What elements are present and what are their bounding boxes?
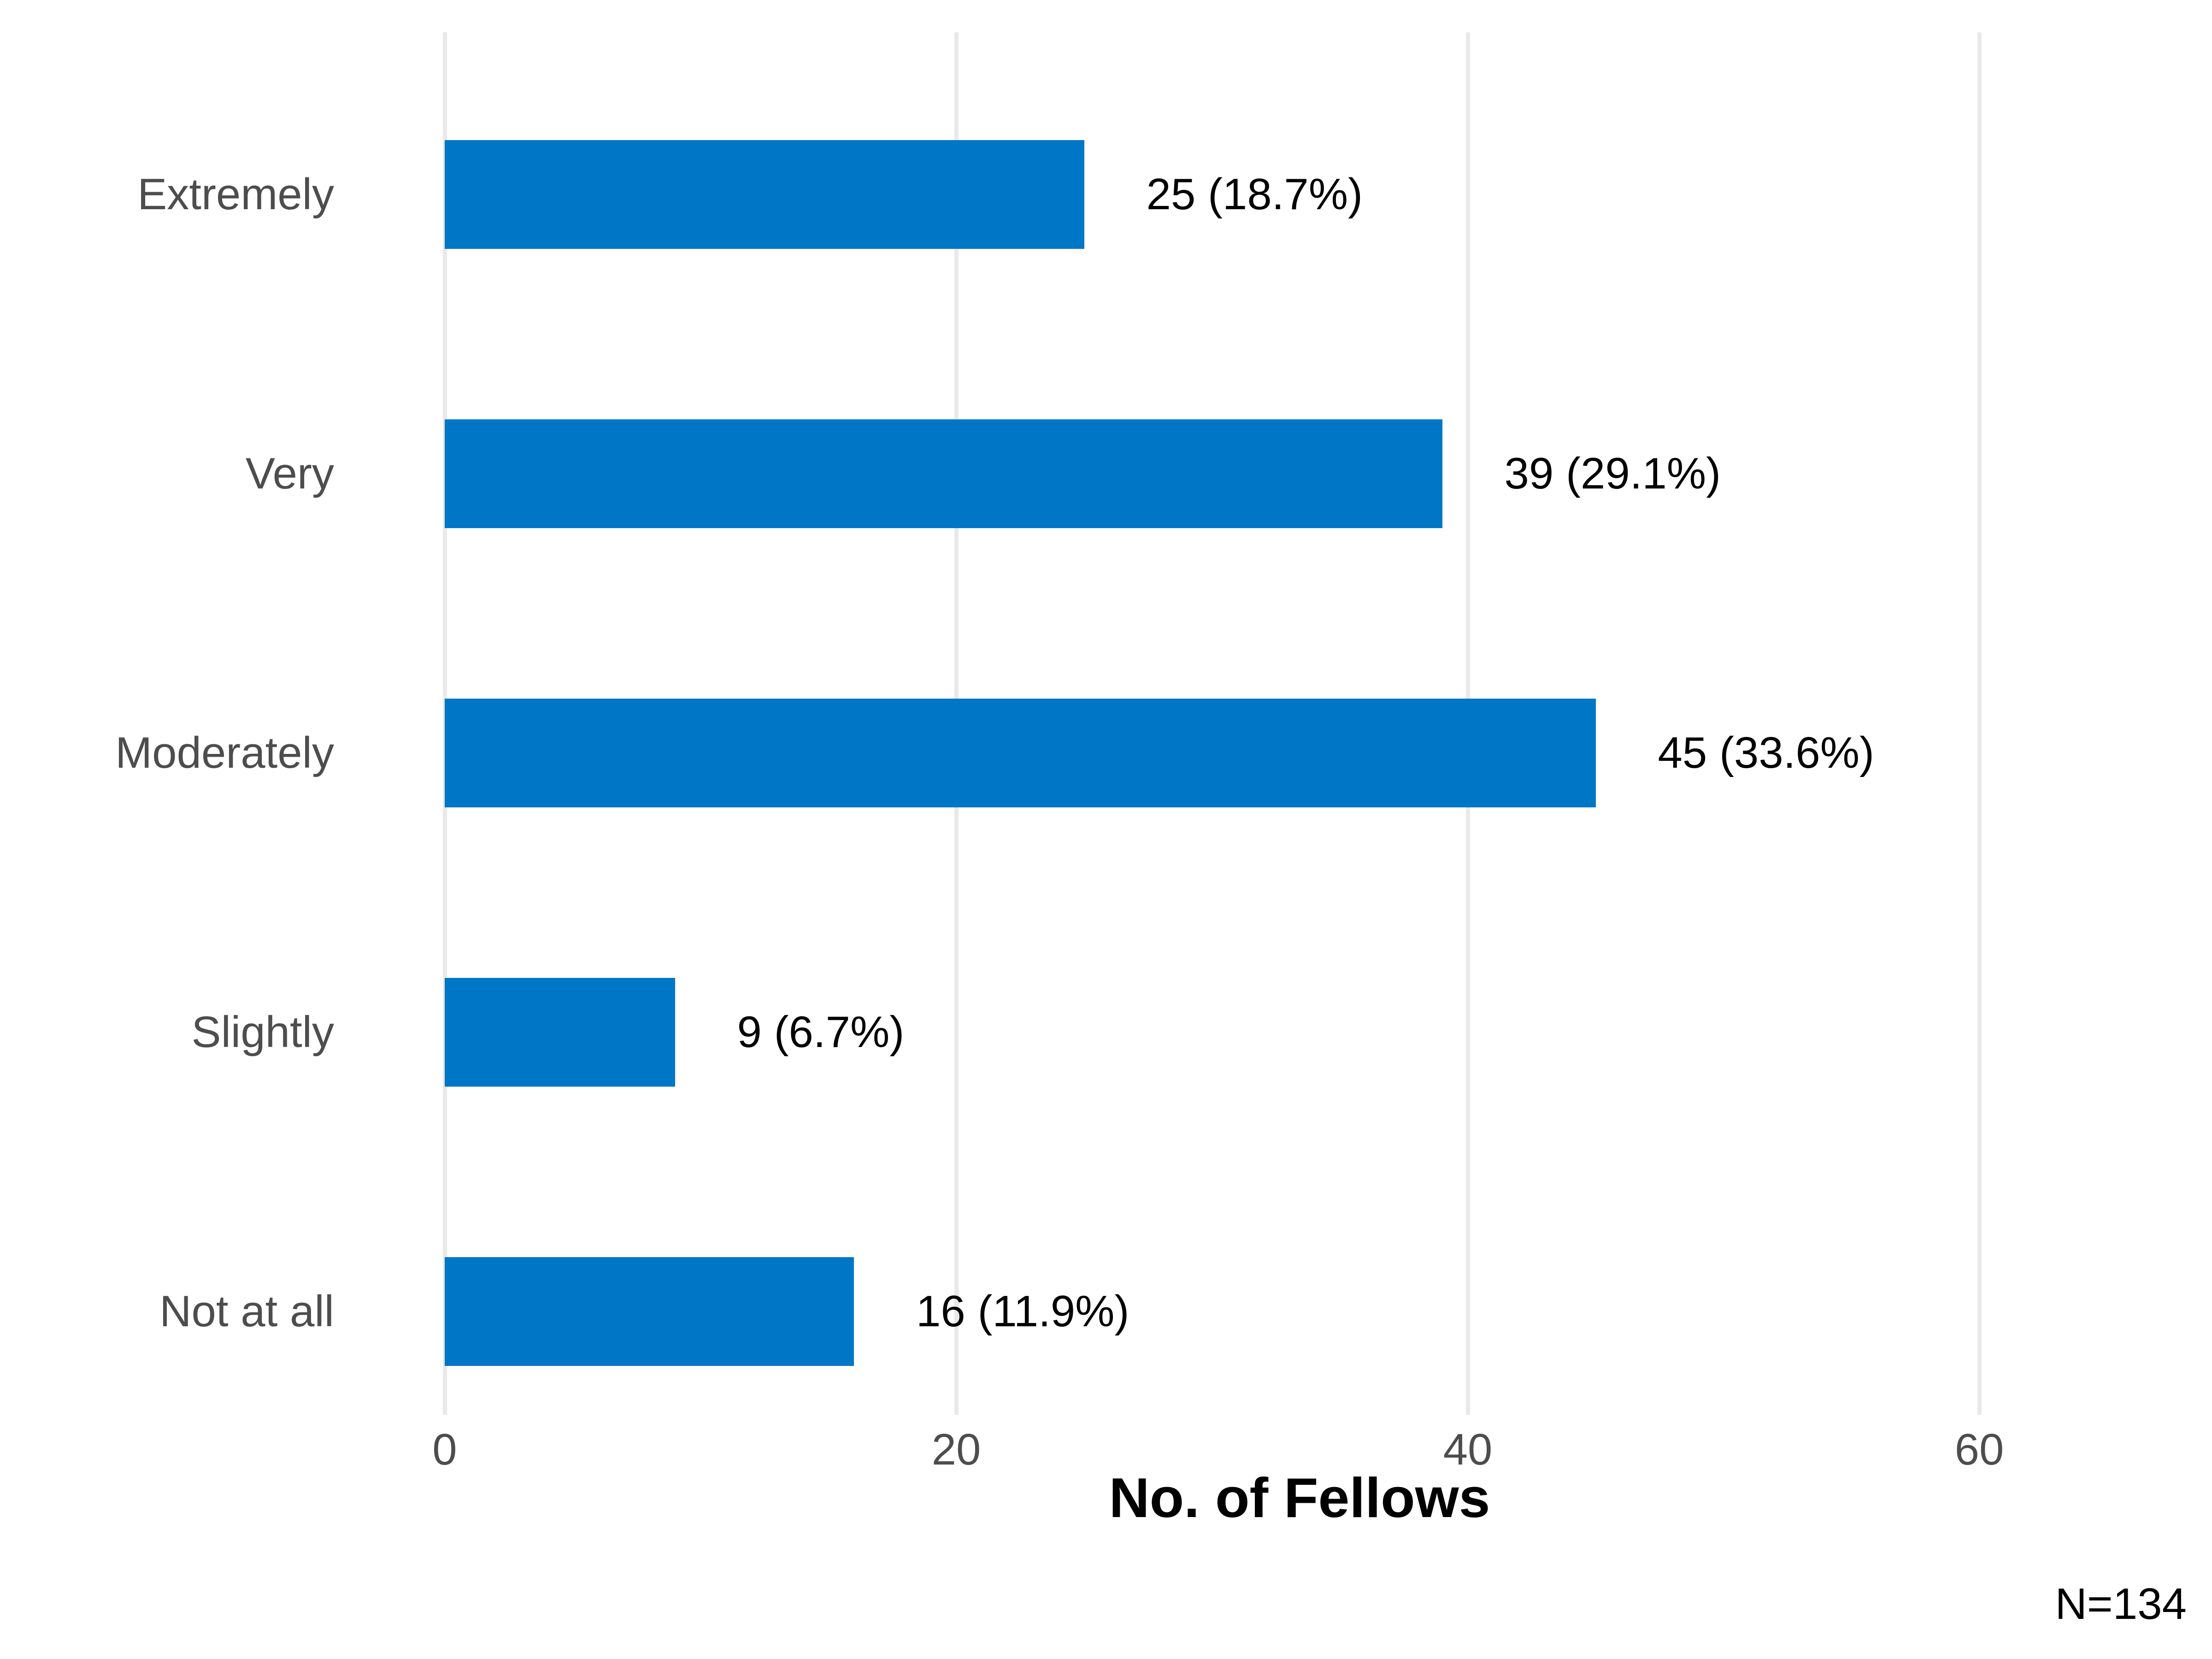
- gridline: [1977, 32, 1982, 1415]
- bar-moderately: [445, 699, 1596, 807]
- category-label: Extremely: [137, 170, 334, 219]
- value-label: 16 (11.9%): [916, 1287, 1130, 1336]
- value-label: 39 (29.1%): [1504, 449, 1721, 498]
- bar-slightly: [445, 978, 675, 1087]
- category-label: Very: [245, 449, 334, 498]
- value-label: 45 (33.6%): [1658, 728, 1875, 777]
- x-axis-title: No. of Fellows: [1109, 1466, 1490, 1529]
- bar-very: [445, 419, 1442, 528]
- bar-not-at-all: [445, 1257, 854, 1366]
- x-tick-label: 0: [432, 1425, 457, 1474]
- sample-size-note: N=134: [2055, 1579, 2187, 1629]
- value-label: 9 (6.7%): [737, 1007, 905, 1057]
- x-tick-label: 20: [931, 1425, 981, 1474]
- x-tick-label: 40: [1443, 1425, 1493, 1474]
- category-label: Moderately: [115, 728, 334, 777]
- x-tick-label: 60: [1954, 1425, 2004, 1474]
- category-label: Not at all: [159, 1287, 334, 1336]
- value-label: 25 (18.7%): [1146, 170, 1363, 219]
- bar-extremely: [445, 140, 1084, 249]
- category-label: Slightly: [191, 1007, 334, 1057]
